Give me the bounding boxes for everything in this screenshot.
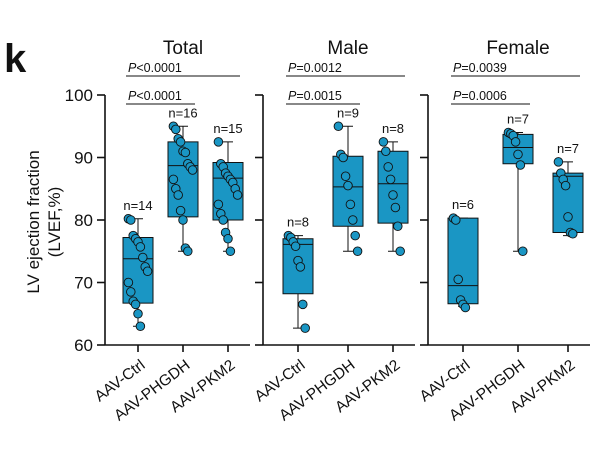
data-point: [213, 137, 224, 147]
data-point: [390, 202, 401, 213]
n-label: n=7: [557, 141, 579, 156]
data-point: [381, 146, 391, 156]
data-point: [460, 302, 471, 313]
data-point: [130, 299, 141, 310]
data-point: [223, 233, 233, 244]
data-point: [298, 299, 308, 310]
y-tick-label: 90: [74, 149, 93, 168]
panel-letter: k: [4, 37, 27, 81]
data-point: [563, 212, 573, 222]
n-label: n=7: [507, 112, 529, 127]
data-point: [383, 162, 393, 172]
data-point: [568, 228, 578, 239]
panel-female: FemaleP=0.0039P=0.0006n=6AAV-Ctrln=7AAV-…: [417, 38, 590, 424]
data-point: [385, 174, 396, 185]
data-point: [560, 180, 571, 191]
y-tick-label: 80: [74, 211, 93, 230]
data-point: [232, 190, 243, 200]
y-tick-label: 60: [74, 336, 93, 355]
data-point: [187, 165, 198, 175]
panel-male: MaleP=0.0012P=0.0015n=8AAV-Ctrln=9AAV-PH…: [252, 38, 415, 424]
panel-title: Total: [163, 38, 203, 59]
n-label: n=15: [213, 121, 242, 136]
data-point: [135, 321, 146, 332]
box: [377, 150, 409, 224]
y-axis-label-line1: LV ejection fraction: [24, 150, 43, 293]
data-point: [180, 147, 191, 158]
data-point: [300, 323, 310, 333]
panel-total: Total 60 70 80 90 100 P<0.0001 P<0.0001 n=14AAV-…: [65, 38, 250, 424]
data-point: [218, 215, 228, 225]
box: [552, 172, 584, 233]
data-point: [175, 205, 186, 216]
data-point: [518, 246, 528, 256]
data-point: [142, 266, 153, 277]
data-point: [135, 242, 146, 252]
box: [332, 155, 364, 227]
data-point: [123, 277, 134, 288]
p-value-label: P=0.0039: [453, 61, 507, 75]
data-point: [126, 215, 136, 225]
p-value-label: P=0.0006: [453, 89, 507, 103]
p-value-label: P=0.0012: [288, 61, 342, 75]
plot-layer: Total 60 70 80 90 100 P<0.0001 P<0.0001 n=14AAV-…: [65, 38, 590, 424]
data-point: [453, 274, 463, 285]
data-point: [133, 309, 143, 319]
n-label: n=16: [168, 105, 197, 120]
data-point: [350, 230, 360, 241]
p-value-label: P<0.0001: [128, 61, 182, 75]
data-point: [333, 121, 344, 131]
data-point: [175, 137, 186, 147]
box: [447, 217, 479, 305]
data-point: [213, 199, 224, 210]
n-label: n=14: [123, 198, 152, 213]
n-label: n=8: [382, 121, 404, 136]
data-point: [343, 180, 353, 191]
data-point: [515, 160, 526, 170]
data-point: [168, 174, 179, 185]
n-label: n=9: [337, 105, 359, 120]
data-point: [340, 171, 351, 181]
data-point: [395, 246, 405, 256]
data-point: [295, 262, 306, 272]
data-point: [513, 149, 523, 160]
y-tick-label: 100: [65, 86, 93, 105]
panel-title: Male: [327, 38, 368, 59]
data-point: [553, 157, 564, 167]
panel-title: Female: [486, 38, 549, 59]
data-point: [183, 246, 193, 256]
data-point: [225, 246, 236, 256]
data-point: [138, 252, 148, 263]
p-value-label: P=0.0015: [288, 89, 342, 103]
data-point: [126, 287, 136, 297]
data-point: [338, 152, 348, 163]
data-point: [290, 241, 301, 251]
data-point: [352, 246, 363, 256]
data-point: [388, 190, 398, 200]
data-point: [345, 199, 356, 210]
data-point: [171, 124, 181, 135]
data-point: [393, 221, 403, 231]
data-point: [173, 190, 183, 200]
data-point: [451, 215, 461, 225]
y-tick-label: 70: [74, 274, 93, 293]
y-axis-label-line2: (LVEF,%): [45, 187, 64, 258]
data-point: [178, 215, 188, 225]
data-point: [510, 137, 521, 147]
n-label: n=6: [452, 197, 474, 212]
n-label: n=8: [287, 215, 309, 230]
data-point: [348, 215, 358, 225]
data-point: [378, 137, 389, 147]
p-value-label: P<0.0001: [128, 89, 182, 103]
